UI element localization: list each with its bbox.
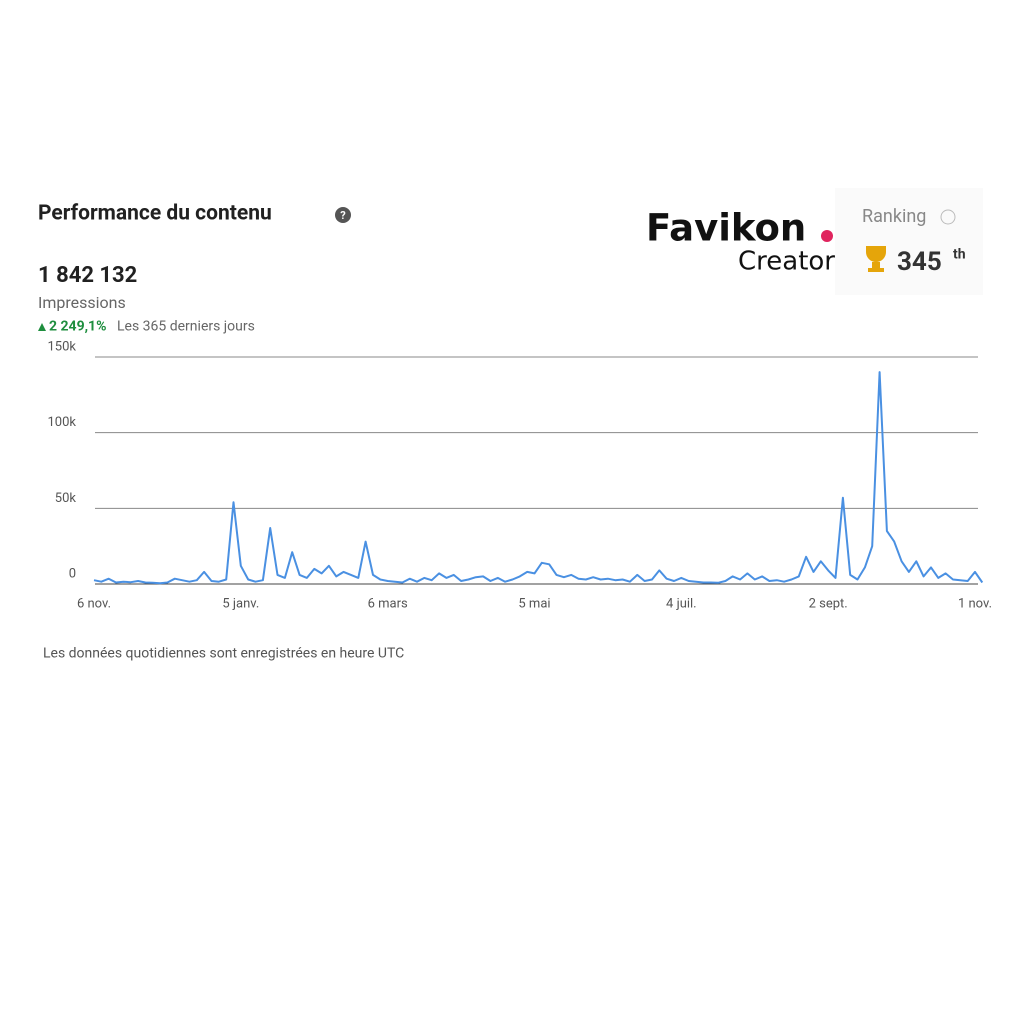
metric: Impressions: [38, 293, 126, 312]
x-tick-label: 4 juil.: [666, 596, 697, 611]
up-arrow: [38, 323, 46, 331]
help-icon[interactable]: [335, 207, 351, 223]
brand-tagline: Creator: [738, 247, 835, 277]
x-tick-label: 2 sept.: [809, 596, 848, 611]
change: 2 249,1%: [49, 319, 106, 335]
period: Les 365 derniers jours: [117, 319, 255, 335]
brand-dot: [821, 230, 833, 242]
ranking-box: [835, 188, 983, 295]
y-tick-label: 0: [69, 566, 76, 581]
total: 1 842 132: [38, 263, 137, 288]
footer-note: Les données quotidiennes sont enregistré…: [43, 646, 404, 662]
brand-name: Favikon: [646, 207, 806, 250]
x-tick-label: 5 janv.: [222, 596, 259, 611]
x-tick-label: 1 nov.: [958, 596, 992, 611]
ranking-label: Ranking: [862, 206, 926, 227]
rank: 345: [897, 247, 942, 277]
y-tick-label: 50k: [55, 491, 77, 506]
rank-suffix: th: [953, 247, 966, 263]
help-icon-mark: ?: [340, 209, 346, 222]
data-line: [93, 371, 984, 585]
title: Performance du contenu: [38, 202, 272, 226]
y-tick-label: 100k: [47, 415, 76, 430]
trophy-icon: [866, 246, 886, 272]
x-tick-label: 6 mars: [368, 596, 408, 611]
ranking-help[interactable]: [940, 209, 956, 225]
x-tick-label: 5 mai: [518, 596, 550, 611]
x-tick-label: 6 nov.: [77, 596, 111, 611]
y-tick-label: 150k: [47, 339, 76, 354]
